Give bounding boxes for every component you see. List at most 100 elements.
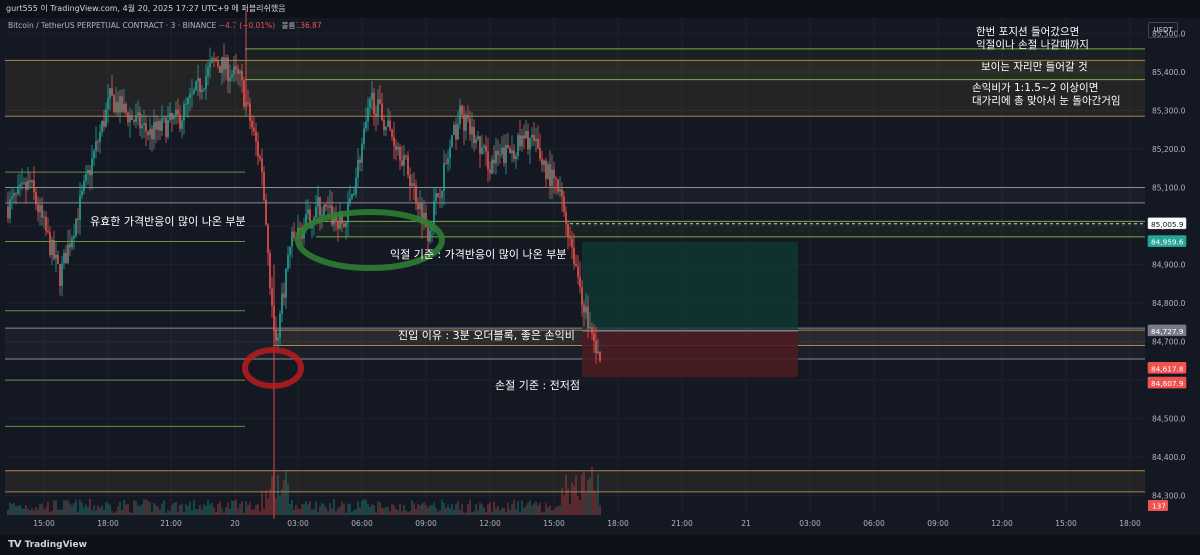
candle-body <box>349 198 351 203</box>
volume-bar <box>141 504 143 515</box>
candle-body <box>293 231 295 239</box>
price-label-bg <box>1147 324 1187 337</box>
volume-bar <box>381 507 383 515</box>
volume-bar <box>537 505 539 515</box>
volume-bar <box>191 510 193 515</box>
candle-body <box>517 135 519 157</box>
price-label-text: 84,959.6 <box>1151 238 1184 247</box>
candle-body <box>205 75 207 89</box>
time-tick-label: 03:00 <box>287 519 309 528</box>
candle-body <box>225 57 227 70</box>
candle-body <box>29 180 31 183</box>
price-chart[interactable]: 85,500.0 85,400.0 85,300.0 85,200.0 85,100.0… <box>0 0 1200 535</box>
volume-bar <box>215 511 217 515</box>
candle-body <box>339 211 341 229</box>
candle-body <box>123 103 125 112</box>
candle-body <box>185 103 187 105</box>
volume-bar <box>93 505 95 515</box>
volume-bar <box>499 510 501 515</box>
chart-zones <box>5 48 1145 493</box>
volume-bar <box>235 499 237 515</box>
candle-body <box>519 135 521 147</box>
candle-body <box>475 139 477 144</box>
candle-body <box>569 237 571 239</box>
volume-bar <box>343 504 345 515</box>
volume-bar <box>81 502 83 515</box>
currency-button[interactable]: USDT <box>1148 22 1178 38</box>
price-axis: 85,500.0 85,400.0 85,300.0 85,200.0 85,100.0… <box>1145 18 1200 535</box>
candle-body <box>493 159 495 164</box>
volume-bar <box>213 507 215 515</box>
volume-bar <box>239 503 241 515</box>
candle-body <box>589 327 591 329</box>
candle-body <box>497 150 499 155</box>
volume-bar <box>451 503 453 515</box>
candle-body <box>199 78 201 93</box>
volume-bar <box>91 510 93 515</box>
candle-body <box>437 193 439 197</box>
volume-bar <box>19 504 21 515</box>
volume-bar <box>527 502 529 515</box>
volume-bar <box>453 509 455 515</box>
volume-bar <box>117 506 119 515</box>
price-label-text: 84,607.9 <box>1151 379 1184 388</box>
price-label-bg <box>1147 235 1187 247</box>
candle-body <box>117 101 119 113</box>
candle-body <box>511 150 513 154</box>
volume-bar <box>83 507 85 515</box>
candle-body <box>139 112 141 129</box>
candle-body <box>541 158 543 165</box>
volume-bar <box>505 511 507 515</box>
volume-bar <box>149 501 151 515</box>
candle-body <box>529 137 531 150</box>
volume-bar <box>449 508 451 515</box>
volume-bar <box>421 503 423 515</box>
volume-bar <box>367 503 369 515</box>
volume-bar <box>483 507 485 515</box>
volume-bar <box>573 485 575 515</box>
candle-body <box>359 159 361 163</box>
volume-bar <box>539 502 541 515</box>
candle-body <box>9 199 11 219</box>
candle-body <box>239 71 241 74</box>
candle-body <box>539 148 541 159</box>
red-circle-annotation <box>242 347 304 389</box>
note-top-right-4: 손익비가 1:1.5~2 이상이면 <box>972 82 1099 94</box>
price-tick-label: 85,500.0 <box>1152 29 1186 38</box>
volume-bar <box>415 509 417 515</box>
candle-body <box>365 121 367 129</box>
candle-body <box>59 263 61 286</box>
tv-mark-icon: ⁠TV <box>8 539 22 550</box>
volume-bar <box>49 511 51 515</box>
volume-bar <box>371 504 373 515</box>
volume-bar <box>59 509 61 515</box>
price-label-text: 84,617.8 <box>1151 364 1184 373</box>
volume-bar <box>209 504 211 515</box>
candle-body <box>281 293 283 314</box>
volume-bar <box>465 512 467 515</box>
candle-body <box>447 158 449 164</box>
price-label-bg <box>1147 376 1187 389</box>
candle-body <box>179 114 181 129</box>
candle-body <box>403 155 405 166</box>
candle-body <box>463 114 465 131</box>
volume-bar <box>599 505 601 515</box>
candle-body <box>243 80 245 107</box>
candle-body <box>69 244 71 248</box>
time-tick-label: 15:00 <box>543 519 565 528</box>
candle-body <box>465 114 467 131</box>
candle-body <box>93 151 95 159</box>
candle-body <box>131 114 133 120</box>
volume-bar <box>461 503 463 515</box>
symbol-name[interactable]: Bitcoin / TetherUS PERPETUAL CONTRACT · … <box>8 21 217 30</box>
volume-bar <box>317 511 319 515</box>
price-tick-label: 84,700.0 <box>1152 338 1186 347</box>
candle-body <box>41 205 43 218</box>
tradingview-logo[interactable]: ⁠TV TradingView <box>8 539 87 550</box>
volume-bar <box>87 507 89 515</box>
candle-body <box>217 61 219 67</box>
price-tick-label: 84,900.0 <box>1152 261 1186 270</box>
volume-bar <box>587 480 589 515</box>
volume-bar <box>101 505 103 515</box>
candle-body <box>45 216 47 231</box>
